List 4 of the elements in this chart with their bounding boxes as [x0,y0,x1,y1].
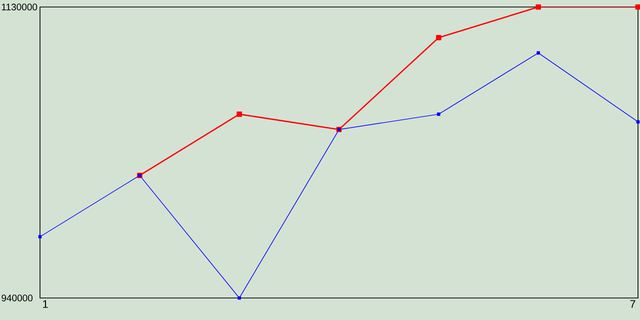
x-tick-label: 1 [43,300,48,308]
x-tick-label: 7 [630,300,636,308]
y-tick-label: 940000 [2,294,33,302]
y-tick-label: 1130000 [2,4,38,10]
